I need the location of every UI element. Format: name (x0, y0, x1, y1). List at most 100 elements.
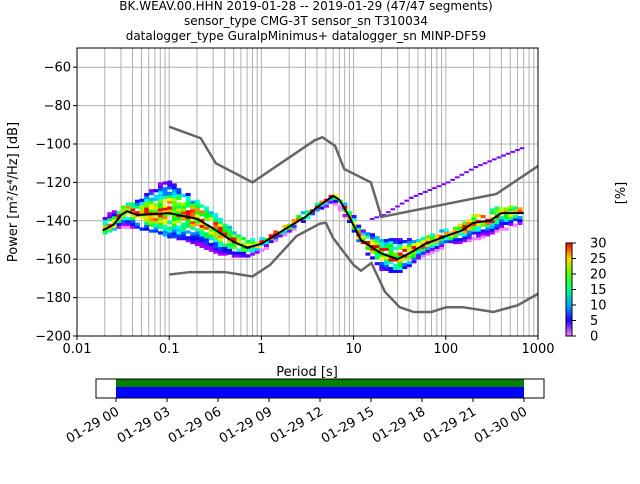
pdf-cell (462, 236, 468, 240)
pdf-cell (158, 231, 163, 235)
pdf-cell (171, 229, 177, 233)
pdf-cell (213, 239, 219, 243)
pdf-cell (360, 229, 366, 233)
pdf-cell (420, 254, 426, 258)
colorbar-tick-label: 15 (590, 283, 607, 298)
pdf-cell (181, 216, 186, 221)
pdf-cell (162, 181, 168, 185)
pdf-cell (480, 232, 486, 236)
pdf-cell (402, 265, 408, 270)
pdf-cell (503, 227, 509, 231)
timeline-tick-label: 01-29 15 (319, 404, 377, 446)
pdf-cell (508, 205, 514, 209)
pdf-cell (254, 241, 260, 246)
pdf-cell (328, 197, 334, 201)
pdf-cell (148, 217, 154, 222)
pdf-cell (208, 234, 214, 238)
pdf-cell (273, 239, 279, 243)
pdf-cell (388, 243, 394, 248)
pdf-cell (360, 238, 366, 242)
pdf-cell (213, 218, 219, 223)
pdf-cell (268, 234, 274, 238)
pdf-cell (231, 242, 237, 247)
pdf-cell (176, 231, 182, 235)
pdf-cell (158, 222, 163, 226)
colorbar-tick-label: 25 (590, 252, 607, 267)
pdf-cell (374, 262, 380, 266)
pdf-cell (181, 222, 186, 226)
outlier-cell (519, 147, 525, 150)
pdf-cell (176, 193, 182, 198)
pdf-cell (185, 213, 191, 217)
pdf-cell (190, 226, 196, 230)
outlier-cell (385, 211, 391, 214)
pdf-cell (420, 237, 426, 241)
curves (102, 125, 539, 314)
pdf-cell (194, 240, 200, 244)
pdf-cell (351, 215, 357, 219)
pdf-cell (171, 223, 177, 227)
pdf-cell (439, 240, 445, 245)
pdf-cell (347, 211, 352, 215)
pdf-cell (102, 216, 108, 221)
pdf-cell (471, 219, 477, 224)
pdf-cell (185, 195, 191, 200)
pdf-cell (512, 223, 518, 227)
x-tick-label: 0.01 (63, 342, 92, 357)
pdf-cell (351, 217, 357, 222)
pdf-cell (337, 205, 343, 209)
pdf-cell (148, 197, 154, 201)
pdf-cell (471, 231, 477, 235)
pdf-cell (134, 199, 140, 203)
pdf-cell (508, 219, 514, 224)
pdf-cell (430, 241, 435, 246)
pdf-cell (499, 218, 505, 223)
pdf-cell (406, 240, 412, 245)
pdf-cell (204, 243, 210, 248)
pdf-cell (370, 241, 375, 246)
pdf-cell (485, 221, 491, 225)
pdf-cell (158, 214, 163, 218)
title-line-3: datalogger_type GuralpMinimus+ datalogge… (126, 29, 487, 43)
outlier-cell (404, 199, 410, 202)
pdf-cell (176, 188, 182, 192)
pdf-cell (144, 207, 150, 211)
pdf-cell (199, 204, 205, 208)
pdf-cell (416, 247, 422, 251)
pdf-cell (512, 209, 518, 213)
pdf-cell (217, 223, 223, 227)
pdf-cell (236, 237, 242, 241)
pdf-cell (176, 196, 182, 200)
pdf-cell (397, 264, 403, 268)
pdf-cell (158, 182, 163, 186)
pdf-cell (471, 237, 477, 241)
pdf-cell (499, 224, 505, 228)
pdf-cell (162, 216, 168, 220)
pdf-cell (379, 239, 385, 243)
pdf-cell (264, 246, 269, 250)
pdf-cell (199, 221, 205, 225)
pdf-cell (425, 235, 431, 239)
pdf-cell (181, 211, 186, 215)
outlier-cell (427, 189, 433, 192)
pdf-cell (162, 213, 168, 217)
pdf-cell (231, 237, 237, 241)
pdf-cell (148, 223, 154, 227)
pdf-cell (162, 218, 168, 223)
pdf-cell (231, 234, 237, 238)
pdf-cell (494, 206, 500, 210)
pdf-cell (370, 256, 375, 260)
pdf-cell (480, 229, 486, 233)
pdf-cell (181, 205, 186, 209)
pdf-cell (217, 226, 223, 230)
pdf-cell (144, 198, 150, 202)
pdf-cell (439, 238, 445, 242)
pdf-cell (111, 224, 117, 228)
pdf-cell (208, 242, 214, 247)
pdf-cell (194, 234, 200, 238)
pdf-cell (411, 251, 417, 255)
pdf-cell (107, 229, 113, 233)
pdf-cell (144, 218, 150, 223)
pdf-cell (171, 186, 177, 190)
pdf-cell (241, 251, 246, 255)
